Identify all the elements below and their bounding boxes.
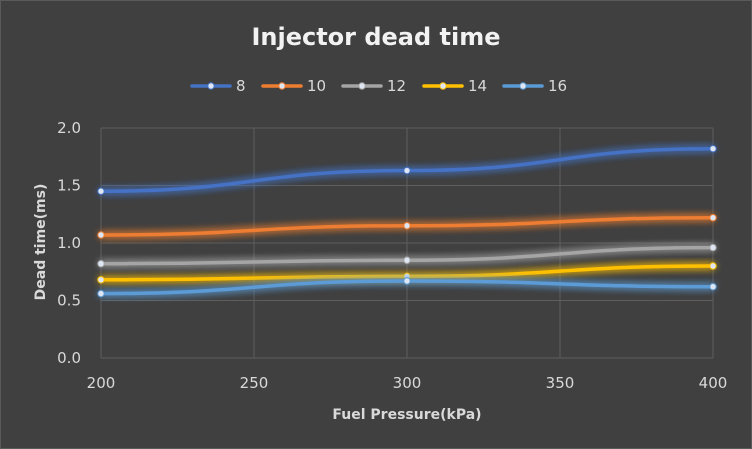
y-tick-label: 1.5 — [57, 177, 81, 195]
y-tick-label: 2.0 — [57, 119, 81, 137]
x-tick-label: 200 — [87, 374, 116, 392]
data-point — [97, 187, 105, 195]
series-10 — [97, 214, 717, 239]
series-8 — [97, 145, 717, 195]
data-point — [403, 256, 411, 264]
data-point — [97, 289, 105, 298]
legend-label: 10 — [307, 77, 326, 95]
legend-label: 16 — [548, 77, 567, 95]
x-axis-ticks: 200 250 300 350 400 — [87, 374, 728, 392]
data-point — [97, 260, 105, 268]
data-point — [709, 262, 717, 270]
series-16 — [97, 277, 717, 298]
x-tick-label: 300 — [393, 374, 422, 392]
legend-label: 8 — [236, 77, 246, 95]
data-point — [403, 277, 411, 285]
legend-item-14[interactable]: 14 — [422, 77, 487, 95]
data-point — [709, 283, 717, 291]
data-point — [97, 276, 105, 284]
legend-marker — [439, 82, 447, 90]
legend-item-16[interactable]: 16 — [502, 77, 567, 95]
data-point — [709, 145, 717, 153]
legend-label: 14 — [468, 77, 487, 95]
gridlines — [100, 127, 714, 359]
series-layer — [97, 145, 717, 298]
x-tick-label: 350 — [546, 374, 575, 392]
legend-item-12[interactable]: 12 — [341, 77, 406, 95]
legend-item-8[interactable]: 8 — [190, 77, 246, 95]
y-tick-label: 0.0 — [57, 349, 81, 367]
legend-label: 12 — [387, 77, 406, 95]
x-tick-label: 250 — [240, 374, 269, 392]
legend-marker — [207, 82, 215, 90]
chart-title: Injector dead time — [251, 23, 500, 51]
data-point — [709, 243, 717, 252]
legend-marker — [519, 82, 527, 90]
y-axis-title: Dead time(ms) — [33, 184, 49, 301]
legend-marker — [278, 82, 286, 90]
legend-marker — [358, 82, 366, 90]
y-tick-label: 0.5 — [57, 292, 81, 310]
data-point — [403, 222, 411, 230]
y-tick-label: 1.0 — [57, 234, 81, 252]
series-12 — [97, 243, 717, 268]
x-axis-title: Fuel Pressure(kPa) — [332, 407, 481, 423]
data-point — [709, 214, 717, 222]
y-axis-ticks: 0.0 0.5 1.0 1.5 2.0 — [57, 119, 81, 367]
data-point — [403, 166, 411, 175]
legend: 8 10 12 14 16 — [190, 77, 567, 95]
data-point — [97, 231, 105, 239]
x-tick-label: 400 — [699, 374, 728, 392]
legend-item-10[interactable]: 10 — [261, 77, 326, 95]
